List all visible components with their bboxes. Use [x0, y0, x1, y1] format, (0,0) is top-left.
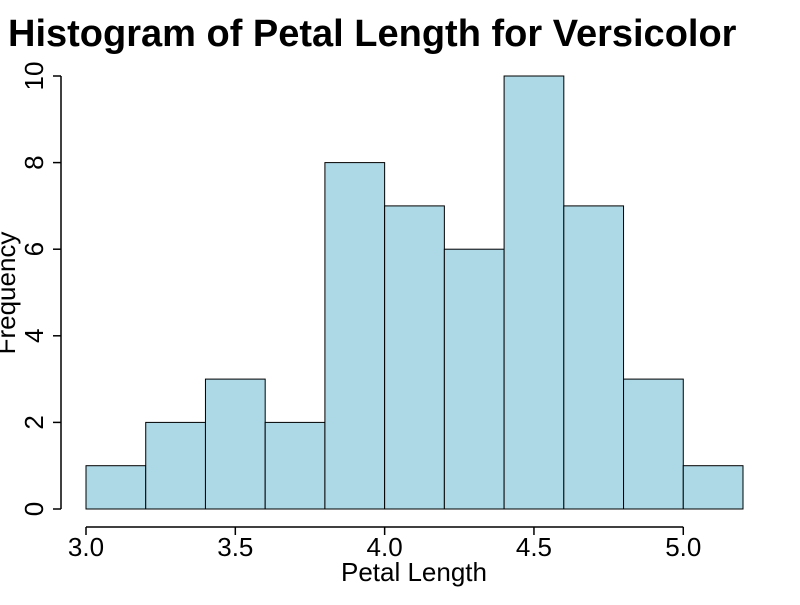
x-tick-label: 4.0: [367, 532, 403, 562]
x-tick-label: 5.0: [665, 532, 701, 562]
histogram-bar: [324, 162, 386, 510]
y-tick-label: 8: [19, 155, 49, 169]
y-tick-label: 0: [19, 502, 49, 516]
x-axis-label: Petal Length: [341, 557, 487, 587]
y-axis-label: Frequency: [0, 232, 21, 355]
x-tick-label: 4.5: [516, 532, 552, 562]
histogram-bar: [204, 378, 266, 510]
histogram-bar: [145, 421, 206, 510]
histogram-bar: [85, 465, 147, 510]
histogram-bar: [503, 75, 565, 510]
histogram-bar: [623, 378, 684, 510]
y-axis: 0 2 4 6 8 10: [19, 62, 62, 516]
y-tick-label: 6: [19, 242, 49, 256]
histogram-bar: [563, 205, 625, 510]
histogram-bar: [384, 205, 445, 510]
y-tick-label: 10: [19, 62, 49, 91]
x-tick-label: 3.0: [68, 532, 104, 562]
chart-title: Histogram of Petal Length for Versicolor: [8, 13, 737, 55]
bars-group: [85, 75, 744, 510]
x-axis: 3.0 3.5 4.0 4.5 5.0: [68, 526, 701, 562]
histogram-bar: [682, 465, 744, 510]
x-tick-label: 3.5: [217, 532, 253, 562]
histogram-bar: [443, 248, 505, 510]
y-tick-label: 4: [19, 329, 49, 343]
histogram-bar: [264, 421, 326, 510]
y-tick-label: 2: [19, 415, 49, 429]
